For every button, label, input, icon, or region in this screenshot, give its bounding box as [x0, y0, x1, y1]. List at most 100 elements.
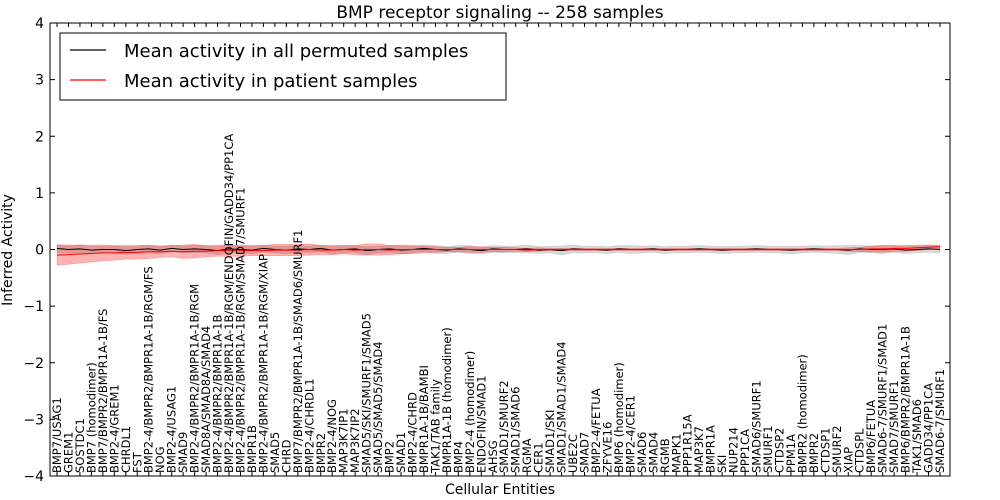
y-tick-label: −3: [23, 412, 44, 428]
x-tick-label: SMAD6-7/SMURF1: [933, 369, 947, 473]
x-tick-label: TAK1/SMAD6: [910, 399, 924, 474]
x-tick-label: PPM1A: [784, 434, 798, 473]
x-tick-label: BMPR1A-1B/BAMBI: [417, 365, 431, 473]
x-tick-label: BMP2-4/CHRD: [405, 392, 419, 473]
x-tick-label: SMAD7: [578, 432, 592, 473]
x-tick-label: BMP4: [451, 441, 465, 473]
x-tick-label: BMP6/BMPR2/BMPR1A-1B: [899, 326, 913, 473]
series-line-patient: [56, 246, 941, 256]
x-tick-label: SMAD8A/SMAD8A/SMAD4: [199, 326, 213, 473]
x-tick-label: RGMB: [658, 438, 672, 473]
x-tick-label: CTDSP2: [772, 428, 786, 473]
legend-label-permuted: Mean activity in all permuted samples: [124, 41, 468, 62]
x-tick-label: SMAD1/SMAD6: [509, 387, 523, 473]
x-tick-label: SMAD5/SKI/SMURF1/SMAD5: [360, 313, 374, 473]
x-tick-label: BMP2-4/CER1: [623, 395, 637, 473]
x-tick-label: SMAD5/SMAD5/SMAD4: [371, 341, 385, 473]
x-tick-label: CTDSP1: [818, 428, 832, 473]
legend-label-patient: Mean activity in patient samples: [124, 71, 418, 92]
x-axis-label: Cellular Entities: [445, 482, 555, 498]
y-tick-label: 0: [35, 243, 44, 259]
series-lines: [56, 246, 941, 256]
x-tick-label: BMP2-4/BMPR2/BMPR1A-1B: [211, 315, 225, 473]
x-tick-label: BMP2-4/BMPR2/BMPR1A-1B/RGM/ENDOFIN/GADD3…: [222, 134, 236, 473]
x-tick-label: UBE2C: [566, 434, 580, 473]
x-tick-label: GREM1: [61, 432, 75, 473]
x-tick-label: BMP7/BMPR2/BMPR1A-1B/SMAD6/SMURF1: [291, 230, 305, 473]
x-tick-label: BMP2-4/BMPR2/BMPR1A-1B/RGM: [188, 284, 202, 473]
x-tick-label: BMP2-4/FETUA: [589, 388, 603, 473]
x-tick-label: SOSTDC1: [73, 418, 87, 473]
x-tick-label: BMP6/FETUA: [864, 400, 878, 473]
x-tick-label: NOG: [153, 446, 167, 473]
x-tick-label: BMP7 (homodimer): [84, 362, 98, 473]
x-axis-ticks: [56, 23, 941, 476]
y-tick-label: 1: [35, 186, 44, 202]
x-tick-label: ZFYVE16: [600, 422, 614, 473]
x-tick-label: BMPR2: [807, 433, 821, 473]
x-tick-label: SMAD7/SMURF1: [887, 380, 901, 473]
x-tick-label: CER1: [532, 442, 546, 473]
x-tick-label: CTDSPL: [853, 428, 867, 473]
x-tick-label: BMP2-4/BMPR2/BMPR1A-1B/RGM/FS: [142, 266, 156, 473]
x-tick-label: BMP2: [383, 441, 397, 473]
x-tick-label: NUP214: [727, 427, 741, 473]
x-tick-label: BMP2-4 (homodimer): [463, 351, 477, 473]
x-tick-label: RGMA: [520, 438, 534, 473]
x-tick-label: SKI: [715, 455, 729, 473]
x-tick-label: SMAD1/SMURF2: [497, 380, 511, 473]
y-tick-label: 2: [35, 129, 44, 145]
x-tick-label: BMP2-4/CHRDL1: [302, 378, 316, 473]
x-tick-label: XIAP: [841, 447, 855, 473]
x-tick-label: MAP3K7: [692, 426, 706, 473]
x-tick-label: BMPR2: [314, 433, 328, 473]
x-tick-label: SMAD1/SMAD1/SMAD4: [555, 341, 569, 473]
y-tick-label: −4: [23, 469, 44, 485]
x-tick-label: BMP2-4/BMPR2/BMPR1A-1B/RGM/XIAP: [256, 254, 270, 473]
y-tick-label: −2: [23, 356, 44, 372]
x-tick-label: SMAD9: [176, 432, 190, 473]
x-tick-label: PPP1R15A: [681, 414, 695, 473]
y-axis: −4 −3 −2 −1 0 1 2 3 4: [23, 16, 950, 485]
y-tick-label: −1: [23, 299, 44, 315]
x-tick-label: MAPK1: [669, 433, 683, 473]
x-tick-label: BMP2-4/USAG1: [165, 386, 179, 473]
x-tick-label: BMPR1B: [245, 425, 259, 473]
x-tick-label: CHRDL1: [119, 426, 133, 473]
y-axis-label: Inferred Activity: [0, 194, 16, 306]
x-tick-label: BMPR2 (homodimer): [795, 354, 809, 473]
x-tick-label: SMAD6-7/SMURF1/SMAD1: [876, 324, 890, 473]
x-tick-label: CHRD: [279, 439, 293, 473]
y-tick-label: 3: [35, 73, 44, 89]
legend: Mean activity in all permuted samples Me…: [59, 32, 507, 101]
x-tick-label: SMAD6: [635, 432, 649, 473]
x-tick-label: MAP3K7IP2: [348, 408, 362, 473]
x-tick-label: BMP2-4/NOG: [325, 399, 339, 473]
x-tick-label: BMP7/BMPR2/BMPR1A-1B/FS: [96, 309, 110, 473]
x-tick-label: SMAD1: [394, 432, 408, 473]
x-tick-label: BMP2-4/GREM1: [107, 384, 121, 473]
x-tick-label: AHSG: [486, 440, 500, 473]
x-tick-label: BMP2-4/BMPR2/BMPR1A-1B/RGM/SMAD7/SMURF1: [233, 187, 247, 473]
x-tick-label: ENDOFIN/SMAD1: [474, 375, 488, 473]
x-tick-label: FST: [130, 451, 144, 473]
x-tick-label: BMP6 (homodimer): [612, 362, 626, 473]
x-tick-label: TAK1/TAB family: [428, 379, 442, 474]
x-tick-label: BMPR1A: [704, 425, 718, 473]
x-tick-label: BMP7/USAG1: [50, 397, 64, 473]
x-tick-label: BMPR1A-1B (homodimer): [440, 327, 454, 473]
x-tick-label: SMURF1: [761, 425, 775, 473]
x-tick-label: SMAD4: [646, 432, 660, 473]
x-tick-label: PPP1CA: [738, 429, 752, 473]
x-tick-label: MAP3K7IP1: [337, 408, 351, 473]
x-tick-label: SMAD5: [268, 432, 282, 473]
x-tick-label: SMURF2: [830, 425, 844, 473]
chart-title: BMP receptor signaling -- 258 samples: [336, 3, 663, 23]
x-tick-label: SMAD1/SKI: [543, 410, 557, 473]
legend-box: [59, 32, 507, 101]
y-tick-label: 4: [35, 16, 44, 32]
x-tick-label: GADD34/PP1CA: [922, 383, 936, 473]
x-tick-label: SMAD6/SMURF1: [750, 380, 764, 473]
